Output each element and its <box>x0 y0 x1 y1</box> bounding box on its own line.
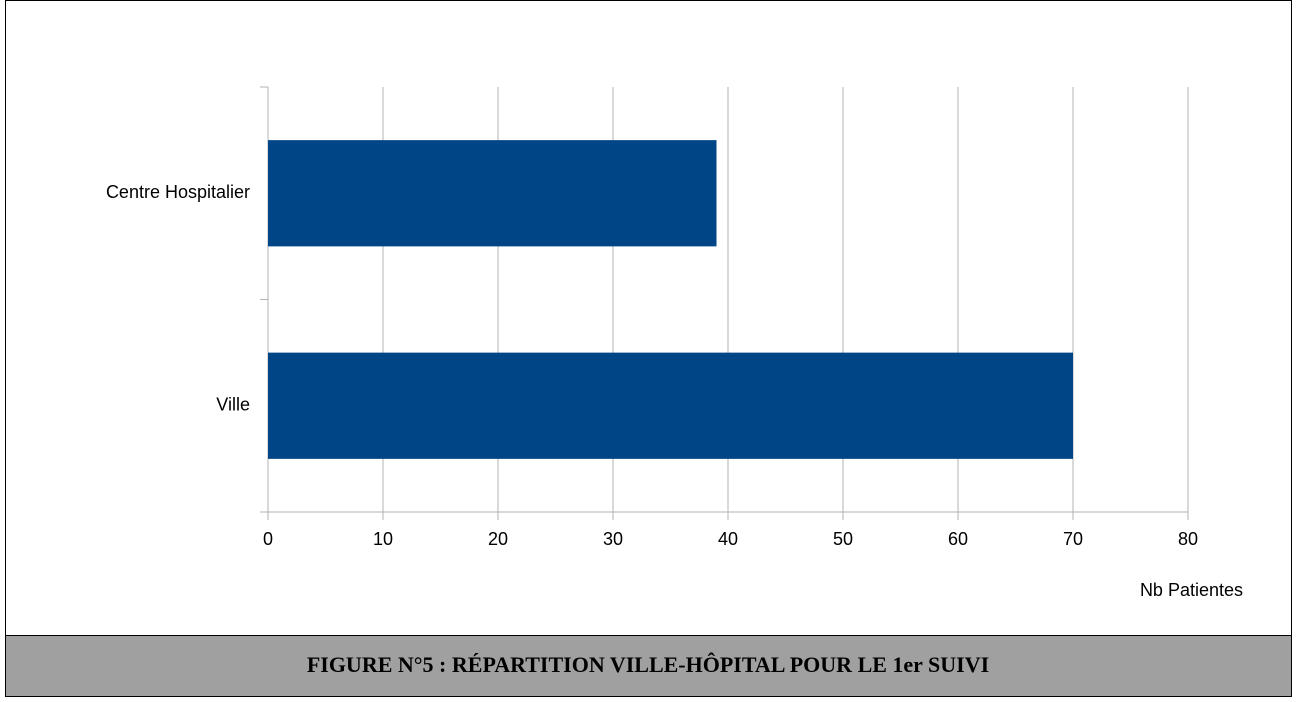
x-tick-label: 70 <box>1063 529 1083 549</box>
caption-box <box>5 635 1292 697</box>
x-tick-label: 30 <box>603 529 623 549</box>
chart-title: FIGURE N°5 : RÉPARTITION VILLE-HÔPITAL P… <box>307 652 989 677</box>
x-tick-label: 80 <box>1178 529 1198 549</box>
bar <box>268 140 717 247</box>
y-tick-label: Centre Hospitalier <box>106 182 250 202</box>
bar <box>268 352 1073 459</box>
x-tick-label: 0 <box>263 529 273 549</box>
x-tick-label: 10 <box>373 529 393 549</box>
x-tick-label: 40 <box>718 529 738 549</box>
x-tick-label: 20 <box>488 529 508 549</box>
x-axis-label: Nb Patientes <box>1140 580 1243 600</box>
x-tick-label: 50 <box>833 529 853 549</box>
x-tick-label: 60 <box>948 529 968 549</box>
chart-frame <box>5 0 1292 636</box>
y-tick-label: Ville <box>216 395 250 415</box>
